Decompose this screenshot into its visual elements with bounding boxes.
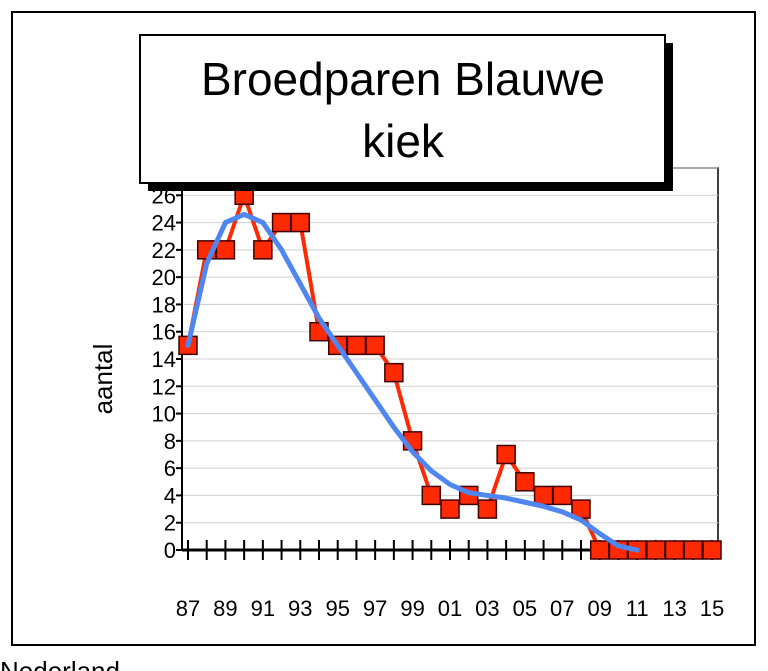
y-tick-label: 18 (152, 292, 176, 317)
marker (215, 240, 236, 260)
y-tick-label: 6 (164, 456, 176, 481)
marker (384, 362, 404, 383)
marker (496, 444, 516, 465)
marker (533, 485, 554, 506)
x-tick-label: 07 (550, 596, 574, 621)
y-tick-label: 2 (164, 511, 176, 536)
marker (515, 472, 535, 492)
marker (421, 485, 442, 506)
x-tick-label: 91 (251, 596, 275, 621)
y-tick-label: 20 (152, 265, 176, 290)
y-tick-label: 4 (164, 483, 176, 508)
marker (646, 540, 666, 560)
marker (290, 212, 311, 233)
marker (589, 540, 610, 560)
y-tick-label: 12 (152, 374, 176, 399)
y-tick-label: 22 (152, 238, 176, 263)
marker (664, 540, 685, 560)
x-tick-label: 05 (513, 596, 537, 621)
marker (552, 485, 573, 506)
y-tick-label: 10 (152, 402, 176, 427)
y-tick-label: 16 (152, 320, 176, 345)
y-tick-label: 8 (164, 429, 176, 454)
y-tick-label: 14 (152, 347, 176, 372)
footer: Nederland (0, 656, 120, 671)
x-tick-label: 15 (700, 596, 724, 621)
chart-title: Broedparen Blauwe (201, 53, 605, 105)
title-box (139, 34, 666, 184)
x-tick-label: 97 (363, 596, 387, 621)
x-tick-label: 93 (288, 596, 312, 621)
x-tick-label: 11 (626, 596, 649, 621)
x-tick-label: 87 (176, 596, 200, 621)
marker (683, 540, 704, 560)
marker (253, 240, 273, 260)
marker (440, 499, 460, 519)
x-tick-label: 95 (325, 596, 349, 621)
x-tick-label: 89 (213, 596, 237, 621)
chart-title: kiek (362, 115, 445, 167)
x-tick-label: 13 (662, 596, 686, 621)
x-tick-label: 09 (587, 596, 611, 621)
x-tick-label: 03 (475, 596, 499, 621)
marker (346, 335, 367, 356)
marker (271, 212, 292, 233)
x-tick-label: 99 (400, 596, 424, 621)
marker (365, 335, 385, 356)
marker (702, 540, 722, 560)
y-tick-label: 24 (152, 211, 176, 236)
y-tick-label: 0 (164, 538, 176, 563)
series-line (185, 211, 640, 553)
x-tick-label: 01 (438, 596, 462, 621)
marker (477, 499, 498, 519)
y-axis-label: aantal (88, 344, 118, 415)
